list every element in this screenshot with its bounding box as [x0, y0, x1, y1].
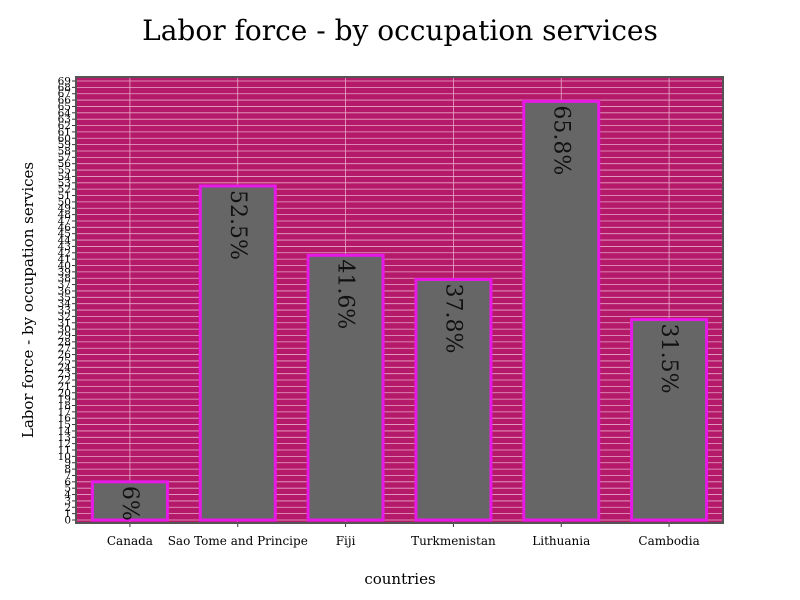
y-tick-label: 61 — [58, 126, 71, 138]
y-tick-label: 37 — [58, 279, 71, 291]
x-tick-label: Sao Tome and Principe — [168, 534, 308, 548]
bar-sao-tome-and-principe — [198, 184, 277, 522]
y-tick-label: 51 — [58, 190, 71, 202]
y-tick-label: 69 — [58, 76, 71, 88]
y-tick-label: 20 — [58, 387, 71, 399]
y-tick-label: 36 — [58, 285, 72, 297]
y-tick-label: 39 — [58, 266, 71, 278]
bar-value-label: 31.5% — [656, 324, 681, 394]
y-tick-label: 7 — [64, 470, 71, 482]
y-tick-label: 66 — [58, 95, 72, 107]
y-tick-label: 1 — [64, 508, 71, 520]
y-tick-label: 9 — [64, 457, 71, 469]
x-tick-label: Canada — [107, 534, 153, 548]
y-tick-label: 54 — [58, 171, 72, 183]
y-tick-label: 24 — [58, 362, 72, 374]
bar-turkmenistan — [414, 278, 493, 522]
y-tick-label: 68 — [58, 82, 71, 94]
y-tick-label: 41 — [58, 254, 71, 266]
y-tick-label: 18 — [58, 400, 71, 412]
y-tick-label: 16 — [58, 413, 72, 425]
y-tick-label: 46 — [58, 222, 72, 234]
y-tick-label: 52 — [58, 184, 71, 196]
bar-cambodia — [630, 318, 709, 522]
y-tick-label: 62 — [58, 120, 71, 132]
y-tick-label: 60 — [58, 133, 71, 145]
y-tick-label: 11 — [58, 445, 71, 457]
y-tick-label: 55 — [58, 165, 71, 177]
chart-title: Labor force - by occupation services — [142, 14, 658, 47]
x-tick-label: Lithuania — [532, 534, 590, 548]
y-tick-label: 29 — [58, 330, 71, 342]
y-tick-label: 50 — [58, 196, 71, 208]
y-tick-label: 44 — [58, 235, 72, 247]
y-tick-label: 4 — [64, 489, 71, 501]
y-tick-label: 22 — [58, 375, 71, 387]
y-axis-title: Labor force - by occupation services — [19, 162, 37, 438]
y-tick-label: 38 — [58, 273, 71, 285]
y-tick-label: 21 — [58, 381, 71, 393]
y-tick-label: 26 — [58, 349, 72, 361]
bar-fiji — [306, 253, 385, 522]
y-tick-label: 19 — [58, 394, 71, 406]
y-tick-label: 63 — [58, 114, 71, 126]
y-tick-label: 34 — [58, 298, 72, 310]
y-tick-label: 5 — [64, 483, 71, 495]
y-tick-label: 8 — [64, 464, 71, 476]
x-tick-label: Cambodia — [638, 534, 699, 548]
y-tick-label: 27 — [58, 343, 71, 355]
y-tick-label: 12 — [58, 438, 71, 450]
y-tick-label: 15 — [58, 419, 71, 431]
y-tick-label: 23 — [58, 368, 71, 380]
y-tick-label: 30 — [58, 324, 71, 336]
x-tick-label: Fiji — [336, 534, 356, 548]
y-tick-label: 13 — [58, 432, 71, 444]
y-tick-label: 35 — [58, 292, 71, 304]
x-tick-label: Turkmenistan — [411, 534, 496, 548]
y-tick-label: 31 — [58, 317, 71, 329]
y-tick-label: 14 — [58, 425, 72, 437]
y-tick-label: 43 — [58, 241, 71, 253]
y-tick-label: 3 — [64, 495, 71, 507]
plot-area: 0123456789101112131415161718192021222324… — [58, 76, 724, 548]
y-tick-label: 17 — [58, 406, 71, 418]
y-tick-label: 59 — [58, 139, 71, 151]
y-tick-label: 56 — [58, 158, 72, 170]
y-tick-label: 28 — [58, 336, 71, 348]
bar-value-label: 6% — [117, 486, 142, 521]
y-tick-label: 67 — [58, 88, 71, 100]
bar-value-label: 37.8% — [440, 284, 465, 354]
y-tick-label: 32 — [58, 311, 71, 323]
y-tick-label: 0 — [64, 515, 71, 527]
y-tick-label: 6 — [64, 476, 71, 488]
bar-value-label: 52.5% — [225, 190, 250, 260]
y-tick-label: 48 — [58, 209, 71, 221]
y-tick-label: 65 — [58, 101, 71, 113]
y-tick-label: 25 — [58, 355, 71, 367]
y-tick-label: 2 — [64, 502, 71, 514]
bar-lithuania — [522, 99, 601, 522]
y-tick-label: 42 — [58, 247, 71, 259]
plot-border — [75, 76, 724, 524]
y-tick-label: 57 — [58, 152, 71, 164]
y-tick-label: 47 — [58, 215, 71, 227]
y-tick-label: 45 — [58, 228, 71, 240]
bar-value-label: 41.6% — [333, 259, 358, 329]
y-tick-label: 49 — [58, 203, 71, 215]
x-axis-title: countries — [364, 570, 435, 588]
y-tick-label: 40 — [58, 260, 71, 272]
y-tick-label: 10 — [58, 451, 71, 463]
bar-canada — [90, 480, 169, 522]
bar-value-label: 65.8% — [548, 105, 573, 175]
y-tick-label: 58 — [58, 145, 71, 157]
y-tick-label: 64 — [58, 107, 72, 119]
y-tick-label: 53 — [58, 177, 71, 189]
y-tick-label: 33 — [58, 305, 71, 317]
